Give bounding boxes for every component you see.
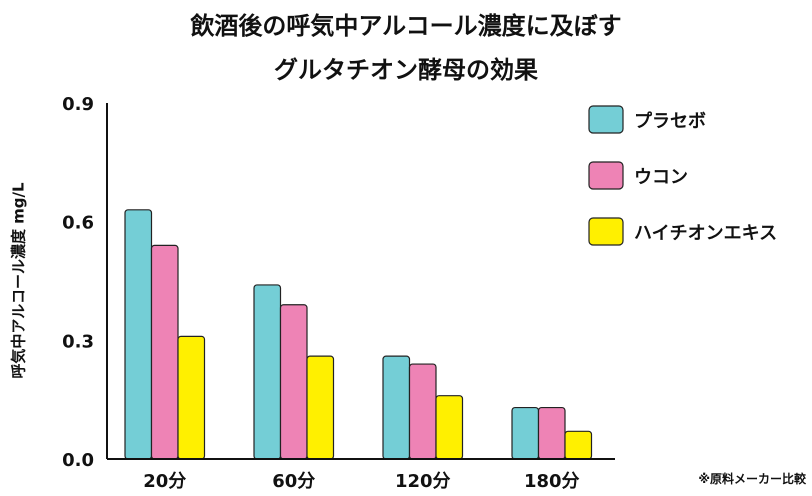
legend-swatch <box>588 161 624 190</box>
x-tick-label: 60分 <box>272 471 315 492</box>
footnote: ※原料メーカー比較 <box>698 472 806 486</box>
legend-swatch <box>588 217 624 246</box>
bar-ハイチオンエキス-120分 <box>435 395 464 460</box>
chart-title-line1: 飲酒後の呼気中アルコール濃度に及ぼす <box>190 12 622 40</box>
bar-ウコン-20分 <box>150 244 179 460</box>
x-tick-label: 20分 <box>143 471 186 492</box>
bar-ウコン-120分 <box>408 363 437 460</box>
legend-label: プラセボ <box>634 110 706 132</box>
x-tick-label: 180分 <box>524 471 580 492</box>
bar-ウコン-60分 <box>279 304 308 460</box>
bar-ハイチオンエキス-60分 <box>306 355 335 460</box>
legend-label: ウコン <box>634 167 688 188</box>
x-tick-label: 120分 <box>395 471 451 492</box>
legend-swatch <box>588 105 624 134</box>
y-tick-label: 0.3 <box>62 331 94 352</box>
bar-プラセボ-180分 <box>511 406 540 460</box>
bar-プラセボ-20分 <box>124 209 153 460</box>
y-tick-label: 0.9 <box>62 94 94 115</box>
bar-プラセボ-120分 <box>382 355 411 460</box>
chart-title-line2: グルタチオン酵母の効果 <box>274 56 538 84</box>
y-tick-label: 0.6 <box>62 213 94 234</box>
bar-ハイチオンエキス-20分 <box>177 335 206 460</box>
y-tick-label: 0.0 <box>62 450 94 471</box>
legend-label: ハイチオンエキス <box>634 223 777 244</box>
bar-プラセボ-60分 <box>253 284 282 460</box>
bar-ハイチオンエキス-180分 <box>564 430 593 460</box>
bar-ウコン-180分 <box>537 406 566 460</box>
